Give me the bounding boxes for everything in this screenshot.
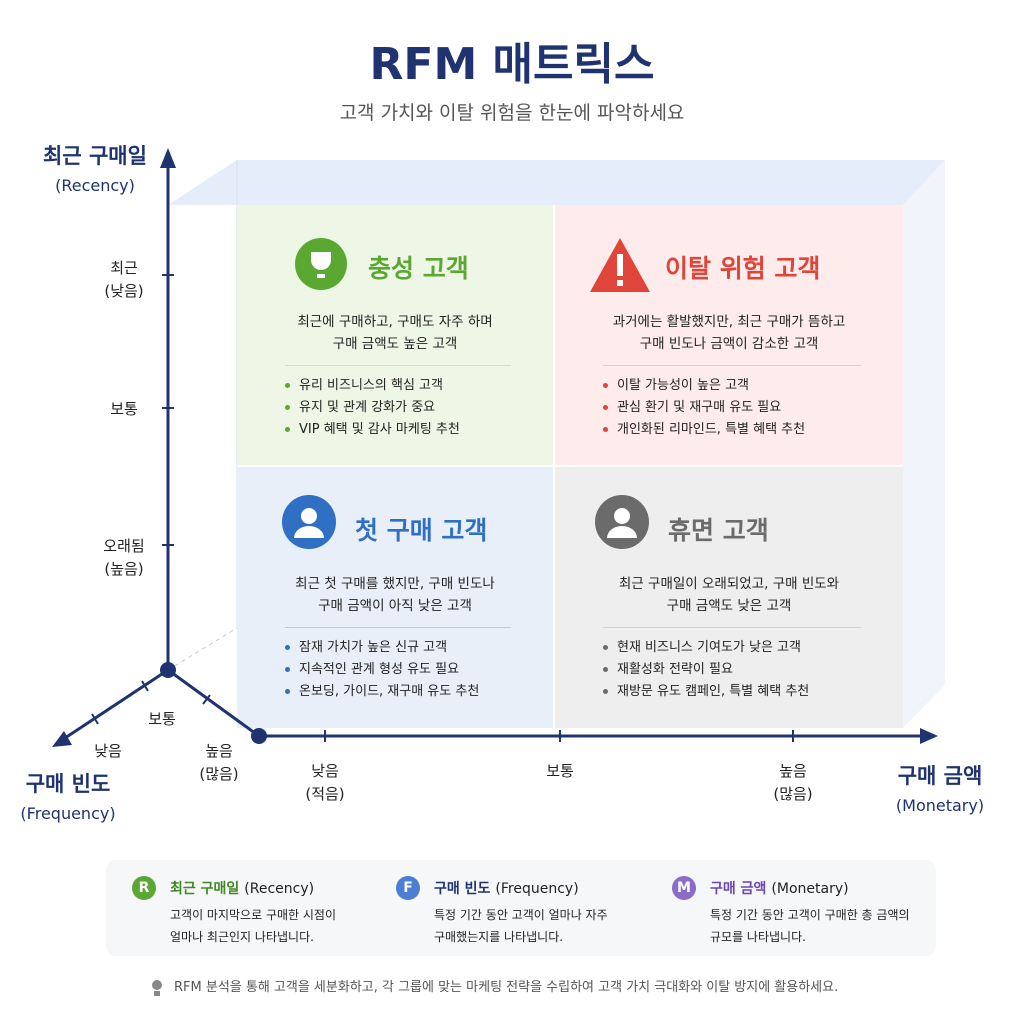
axis-label: 구매 금액	[897, 764, 983, 788]
bullet-item: 잠재 가치가 높은 신규 고객	[285, 637, 479, 659]
bullet-list: 유리 비즈니스의 핵심 고객 유지 및 관계 강화가 중요 VIP 혜택 및 감사 …	[285, 375, 460, 441]
legend-en: (Monetary)	[771, 881, 849, 897]
description-line: 최근 첫 구매를 했지만, 구매 빈도나	[295, 576, 495, 592]
quadrant-title: 첫 구매 고객	[355, 516, 488, 545]
axis-tick-label: 보통	[546, 762, 574, 780]
axis-tick-label: (낮음)	[104, 282, 144, 300]
axis-tick-label: 오래됨	[103, 537, 145, 555]
bullet-item: 현재 비즈니스 기여도가 낮은 고객	[603, 637, 809, 659]
bullet-item: 재방문 유도 캠페인, 특별 혜택 추천	[603, 681, 809, 703]
legend-name: 구매 금액	[710, 881, 767, 897]
legend-en: (Recency)	[244, 881, 315, 897]
description-line: 얼마나 최근인지 나타냅니다.	[170, 930, 314, 944]
axis-tick-label: 최근	[110, 259, 138, 277]
description-line: 구매 금액도 높은 고객	[332, 336, 458, 352]
axis-tick-label: (많음)	[199, 765, 239, 783]
description-line: 최근에 구매하고, 구매도 자주 하며	[297, 314, 493, 330]
bullet-list: 이탈 가능성이 높은 고객 관심 환기 및 재구매 유도 필요 개인화된 리마인드,…	[603, 375, 805, 441]
legend-title: 구매 빈도 (Frequency)	[434, 878, 579, 898]
axis-tick-label: 높음	[205, 742, 233, 760]
axis-tick-label: 보통	[110, 400, 138, 418]
bullet-item: 관심 환기 및 재구매 유도 필요	[603, 397, 805, 419]
divider	[285, 627, 511, 628]
description-line: 구매 금액이 아직 낮은 고객	[318, 598, 472, 614]
axis-sublabel: (Recency)	[55, 176, 135, 195]
axis-sublabel: (Frequency)	[20, 804, 116, 823]
axis-tick-label: (높음)	[104, 560, 144, 578]
description-line: 특정 기간 동안 고객이 얼마나 자주	[434, 908, 608, 922]
axis-tick-label: (적음)	[305, 785, 345, 803]
subtitle: 고객 가치와 이탈 위험을 한눈에 파악하세요	[339, 102, 685, 124]
legend-name: 구매 빈도	[434, 881, 491, 897]
axis-sublabel: (Monetary)	[895, 796, 985, 815]
axis-label: 구매 빈도	[25, 772, 111, 796]
description-line: 구매 금액도 낮은 고객	[666, 598, 792, 614]
axis-tick-label: 높음	[779, 762, 807, 780]
description-line: 규모를 나타냅니다.	[710, 930, 806, 944]
quadrant-title: 휴면 고객	[668, 516, 769, 545]
legend-name: 최근 구매일	[170, 881, 240, 897]
bullet-item: 유지 및 관계 강화가 중요	[285, 397, 460, 419]
legend-icon: R	[132, 876, 156, 900]
bullet-item: 이탈 가능성이 높은 고객	[603, 375, 805, 397]
divider	[603, 365, 861, 366]
bullet-item: 재활성화 전략이 필요	[603, 659, 809, 681]
legend-title: 구매 금액 (Monetary)	[710, 878, 849, 898]
divider	[603, 627, 861, 628]
description-line: 고객이 마지막으로 구매한 시점이	[170, 908, 337, 922]
description-line: 최근 구매일이 오래되었고, 구매 빈도와	[618, 576, 840, 592]
legend-title: 최근 구매일 (Recency)	[170, 878, 314, 898]
quadrant-title: 이탈 위험 고객	[665, 254, 821, 283]
footer-note: RFM 분석을 통해 고객을 세분화하고, 각 그룹에 맞는 마케팅 전략을 수…	[174, 980, 839, 995]
axis-tick-label: (많음)	[773, 785, 813, 803]
axis-tick-label: 보통	[148, 710, 176, 728]
divider	[285, 365, 511, 366]
legend-icon: M	[672, 876, 696, 900]
legend-icon: F	[396, 876, 420, 900]
bullet-item: 온보딩, 가이드, 재구매 유도 추천	[285, 681, 479, 703]
bullet-item: VIP 혜택 및 감사 마케팅 추천	[285, 419, 460, 441]
description-line: 구매 빈도나 금액이 감소한 고객	[639, 336, 819, 352]
legend-en: (Frequency)	[495, 881, 579, 897]
bullet-list: 잠재 가치가 높은 신규 고객 지속적인 관계 형성 유도 필요 온보딩, 가이드,…	[285, 637, 479, 703]
bullet-item: 지속적인 관계 형성 유도 필요	[285, 659, 479, 681]
quadrant-title: 충성 고객	[368, 254, 469, 283]
axis-tick-label: 낮음	[94, 742, 122, 760]
description-line: 특정 기간 동안 고객이 구매한 총 금액의	[710, 908, 910, 922]
bullet-item: 개인화된 리마인드, 특별 혜택 추천	[603, 419, 805, 441]
title: RFM 매트릭스	[369, 39, 655, 90]
axis-tick-label: 낮음	[311, 762, 339, 780]
description-line: 과거에는 활발했지만, 최근 구매가 뜸하고	[612, 314, 846, 330]
description-line: 구매했는지를 나타냅니다.	[434, 930, 564, 944]
axis-label: 최근 구매일	[43, 144, 147, 168]
bullet-item: 유리 비즈니스의 핵심 고객	[285, 375, 460, 397]
bullet-list: 현재 비즈니스 기여도가 낮은 고객 재활성화 전략이 필요 재방문 유도 캠페인,…	[603, 637, 809, 703]
